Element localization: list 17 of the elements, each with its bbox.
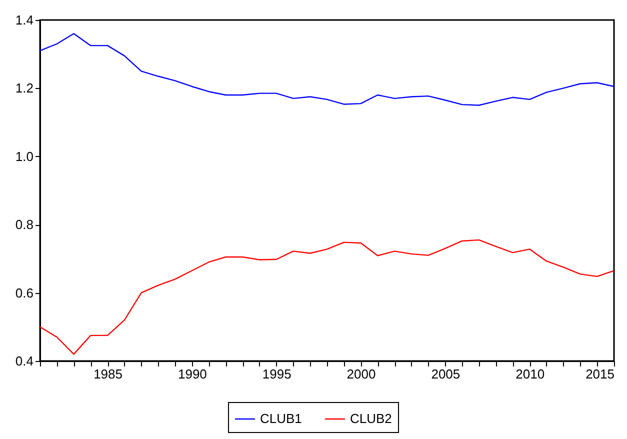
x-tick-label: 1990 — [178, 366, 207, 382]
x-tick-label: 2000 — [346, 366, 376, 382]
legend-label: CLUB1 — [260, 411, 302, 426]
x-tick-label: 2010 — [516, 366, 545, 382]
x-tick-label: 2005 — [431, 366, 460, 382]
x-tick-label: 1995 — [262, 366, 292, 382]
x-tick-label: 1985 — [94, 366, 122, 382]
line-series — [39, 33, 615, 106]
y-tick-label: 0.4 — [15, 354, 34, 368]
line-series — [39, 239, 615, 355]
legend-label: CLUB2 — [350, 411, 392, 426]
y-tick-label: 1.2 — [15, 80, 34, 96]
x-tick-label: 2015 — [586, 366, 614, 382]
y-tick-label: 0.8 — [15, 217, 34, 232]
y-tick-label: 1.0 — [15, 148, 34, 164]
y-tick-label: 1.4 — [15, 12, 34, 28]
y-tick-label: 0.6 — [15, 285, 34, 300]
